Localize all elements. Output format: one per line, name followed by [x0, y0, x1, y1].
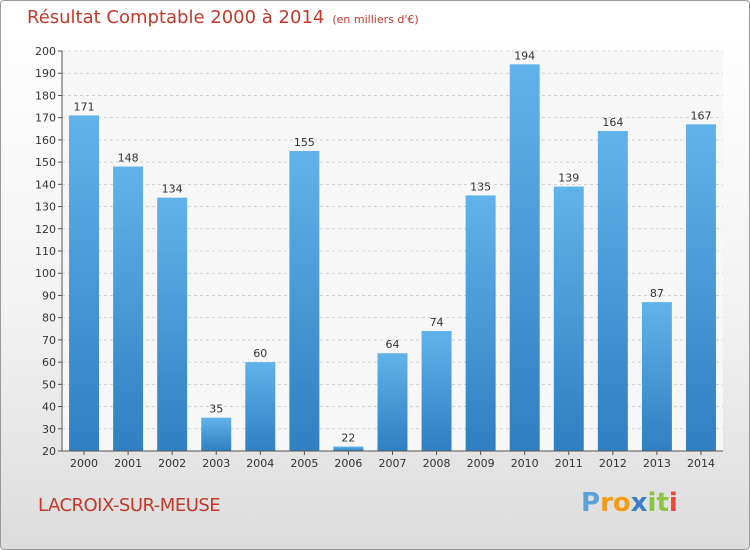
y-tick-label: 30	[42, 423, 56, 436]
value-label: 22	[341, 432, 355, 445]
logo-letter: i	[647, 488, 657, 518]
x-tick-label: 2006	[334, 457, 362, 470]
bar-2007	[377, 353, 408, 451]
bar-2005	[289, 151, 320, 451]
y-tick-label: 160	[35, 134, 56, 147]
x-tick-label: 2011	[555, 457, 583, 470]
y-tick-label: 190	[35, 67, 56, 80]
y-tick-label: 80	[42, 312, 56, 325]
y-tick-label: 140	[35, 178, 56, 191]
bar-2009	[465, 195, 496, 451]
x-tick-label: 2004	[246, 457, 274, 470]
logo-letter: i	[668, 488, 678, 518]
y-tick-label: 110	[35, 245, 56, 258]
logo-letter: t	[656, 488, 669, 518]
bar-2011	[553, 186, 584, 452]
value-label: 87	[650, 287, 664, 300]
value-label: 60	[253, 347, 267, 360]
logo-letter: x	[630, 488, 648, 518]
y-tick-label: 90	[42, 289, 56, 302]
unit-label: (en milliers d'€)	[332, 13, 419, 26]
y-tick-label: 180	[35, 89, 56, 102]
x-tick-label: 2008	[423, 457, 451, 470]
x-tick-label: 2002	[158, 457, 186, 470]
bar-2006	[333, 446, 364, 451]
value-label: 164	[602, 116, 623, 129]
x-tick-label: 2000	[70, 457, 98, 470]
value-label: 64	[386, 338, 400, 351]
value-label: 134	[162, 183, 183, 196]
proxiti-logo[interactable]: Proxiti	[581, 488, 678, 518]
y-tick-label: 40	[42, 401, 56, 414]
bar-2014	[685, 124, 716, 451]
x-tick-label: 2014	[687, 457, 715, 470]
value-label: 194	[514, 49, 535, 62]
y-tick-label: 70	[42, 334, 56, 347]
bar-2008	[421, 331, 452, 451]
value-label: 135	[470, 180, 491, 193]
x-tick-label: 2013	[643, 457, 671, 470]
value-label: 148	[118, 152, 139, 165]
y-tick-label: 130	[35, 201, 56, 214]
value-label: 167	[690, 109, 711, 122]
logo-letter: P	[581, 488, 601, 518]
x-tick-label: 2012	[599, 457, 627, 470]
value-label: 171	[74, 100, 95, 113]
value-label: 155	[294, 136, 315, 149]
logo-letter: r	[600, 488, 613, 518]
title-text: Résultat Comptable 2000 à 2014	[27, 7, 325, 28]
x-tick-label: 2009	[467, 457, 495, 470]
y-tick-label: 20	[42, 445, 56, 458]
y-tick-label: 150	[35, 156, 56, 169]
bar-2002	[157, 197, 188, 451]
y-tick-label: 170	[35, 112, 56, 125]
chart-title: Résultat Comptable 2000 à 2014 (en millie…	[27, 7, 419, 28]
bar-2013	[641, 302, 672, 451]
bar-2012	[597, 131, 628, 451]
y-tick-label: 100	[35, 267, 56, 280]
y-tick-label: 200	[35, 45, 56, 58]
x-tick-label: 2010	[511, 457, 539, 470]
bar-2001	[113, 166, 144, 452]
x-tick-label: 2003	[202, 457, 230, 470]
bar-2010	[509, 64, 540, 452]
value-label: 74	[430, 316, 444, 329]
logo-letter: o	[612, 488, 631, 518]
y-tick-label: 60	[42, 356, 56, 369]
x-tick-label: 2005	[290, 457, 318, 470]
bar-2003	[201, 417, 232, 451]
value-label: 139	[558, 172, 579, 185]
value-label: 35	[209, 403, 223, 416]
y-tick-label: 120	[35, 223, 56, 236]
place-name: LACROIX-SUR-MEUSE	[38, 495, 221, 516]
bar-2000	[69, 115, 100, 451]
y-tick-label: 50	[42, 378, 56, 391]
bar-2004	[245, 362, 276, 451]
x-tick-label: 2001	[114, 457, 142, 470]
x-tick-label: 2007	[379, 457, 407, 470]
